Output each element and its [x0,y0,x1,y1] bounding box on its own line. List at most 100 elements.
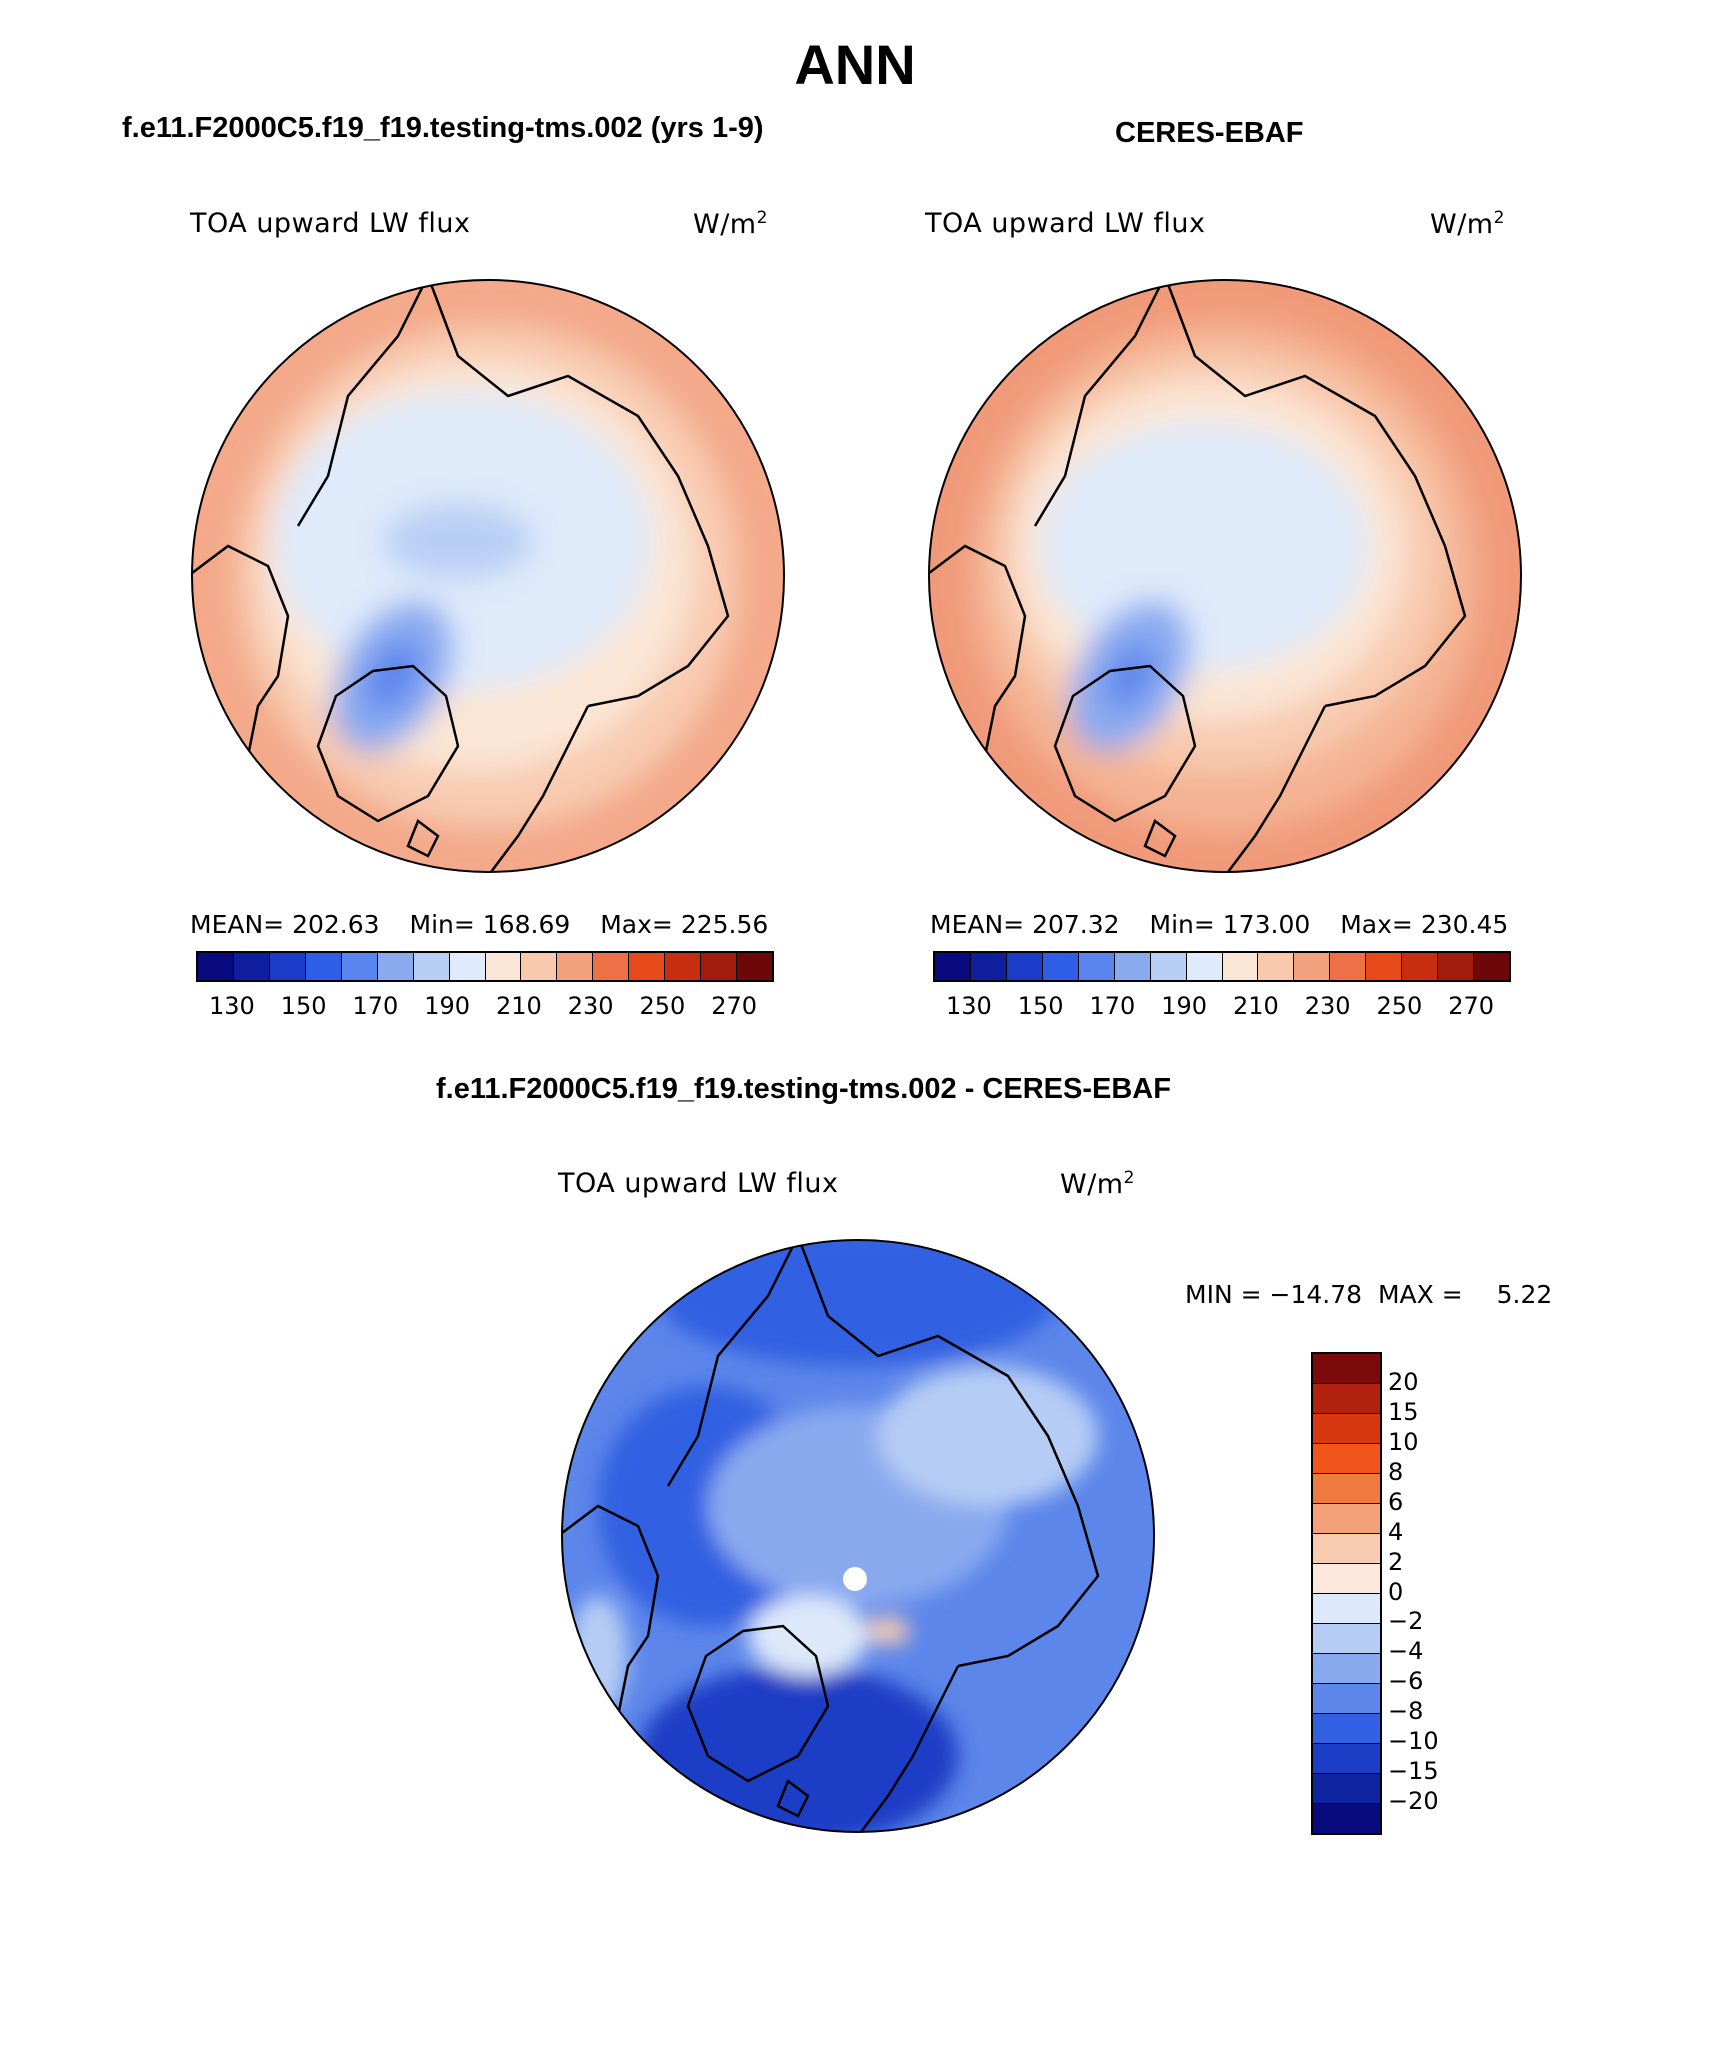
diff-colorbar-swatch [1313,1684,1380,1714]
diff-coast-iceland [776,1779,810,1818]
obs-case-title: CERES-EBAF [1115,117,1304,149]
obs-map-border [928,279,1522,873]
obs-field-greenland-core [1105,644,1155,708]
model-colorbar-swatch [701,953,738,980]
diff-field-greenland-bias [748,1596,868,1676]
obs-colorbar-swatch [1222,953,1259,980]
diff-max-label: MAX = [1377,1280,1463,1309]
model-coast-scandinavia [487,705,590,872]
obs-min-value: 173.00 [1222,910,1311,939]
model-colorbar-swatch [593,953,630,980]
model-colorbar-ticks: 130 150 170 190 210 230 250 270 [196,992,770,1022]
model-colorbar-swatch [341,953,378,980]
obs-colorbar-swatch [1114,953,1151,980]
diff-title: f.e11.F2000C5.f19_f19.testing-tms.002 - … [436,1073,1171,1105]
obs-coast-greenland [1053,664,1197,823]
diff-colorbar-tick-label: 15 [1388,1397,1419,1426]
obs-colorbar-swatch [1438,953,1475,980]
obs-colorbar-swatch [1402,953,1439,980]
obs-coast-eurasia [1163,280,1467,708]
obs-colorbar-swatch [1330,953,1367,980]
model-colorbar-swatch [521,953,558,980]
diff-field-siberia-bias [878,1366,1098,1506]
model-mean-value: 202.63 [292,910,380,939]
model-colorbar-swatch [485,953,522,980]
obs-colorbar [933,951,1511,982]
model-colorbar-tick-label: 170 [352,992,399,1020]
model-colorbar-swatch [557,953,594,980]
model-colorbar-swatch [737,953,772,980]
obs-colorbar-tick-label: 250 [1376,992,1423,1020]
model-colorbar-tick-label: 210 [495,992,542,1020]
diff-colorbar-swatch [1313,1504,1380,1534]
obs-mean-value: 207.32 [1032,910,1120,939]
diff-colorbar-ticks: 20 15 10 8 6 4 2 0 −2 −4 −6 −8 −10 −15 −20 [1388,1352,1468,1831]
obs-coast-scandinavia [1224,705,1327,872]
diff-field-positive-bias [866,1617,910,1645]
diff-coast-greenland [686,1624,830,1783]
diff-colorbar-tick-label: −2 [1388,1607,1424,1636]
diff-min-label: MIN = [1185,1280,1262,1309]
model-coast-eurasia [426,280,730,708]
diff-colorbar-tick-label: −20 [1388,1787,1439,1816]
model-colorbar-swatch [413,953,450,980]
obs-coast-alaska [1033,280,1167,527]
diff-coast-north-america [562,1504,660,1717]
model-min-value: 168.69 [482,910,571,939]
diff-coast-scandinavia [857,1665,960,1832]
diff-colorbar-tick-label: −8 [1388,1697,1424,1726]
obs-colorbar-swatch [1186,953,1223,980]
obs-min-label: Min= [1149,910,1215,939]
model-colorbar-swatch [377,953,414,980]
diff-colorbar-swatch [1313,1594,1380,1624]
obs-coast-iceland [1143,819,1177,858]
diff-map-border [561,1239,1155,1833]
model-polar-map [191,279,785,873]
model-units-exponent: 2 [756,208,768,228]
obs-colorbar-tick-label: 230 [1304,992,1351,1020]
diff-colorbar-swatch [1313,1624,1380,1654]
obs-variable-title: TOA upward LW flux [925,208,1206,239]
obs-polar-map [928,279,1522,873]
diff-colorbar-swatch [1313,1354,1380,1384]
model-colorbar-swatch [269,953,306,980]
obs-coastlines [929,280,1467,872]
obs-colorbar-swatch [1366,953,1403,980]
model-colorbar-swatch [305,953,342,980]
diff-colorbar-swatch [1313,1804,1380,1833]
diff-colorbar [1311,1352,1382,1835]
obs-colorbar-swatch [1258,953,1295,980]
diff-max-value: 5.22 [1496,1280,1553,1309]
model-colorbar-swatch [665,953,702,980]
diff-colorbar-tick-label: 0 [1388,1577,1404,1606]
obs-stats: MEAN= 207.32 Min= 173.00 Max= 230.45 [930,910,1508,939]
model-colorbar-swatch [629,953,666,980]
obs-units-exponent: 2 [1493,208,1505,228]
obs-colorbar-swatch [1042,953,1079,980]
diff-units: W/m2 [1060,1168,1135,1200]
model-variable-title: TOA upward LW flux [190,208,471,239]
model-colorbar-swatch [449,953,486,980]
diff-colorbar-swatch [1313,1774,1380,1804]
diff-stats: MIN = −14.78 MAX = 5.22 [1185,1280,1552,1309]
model-coast-alaska [296,280,430,527]
diff-colorbar-swatch [1313,1384,1380,1414]
diff-field-edge-bias [568,1596,628,1716]
obs-colorbar-swatch [1078,953,1115,980]
obs-colorbar-tick-label: 270 [1448,992,1495,1020]
diff-colorbar-tick-label: −6 [1388,1667,1424,1696]
diff-colorbar-tick-label: 4 [1388,1517,1404,1546]
diff-colorbar-swatch [1313,1534,1380,1564]
model-max-label: Max= [600,910,673,939]
model-colorbar-swatch [233,953,270,980]
obs-colorbar-ticks: 130 150 170 190 210 230 250 270 [933,992,1507,1022]
diff-colorbar-swatch [1313,1714,1380,1744]
model-coastlines [192,280,730,872]
obs-colorbar-tick-label: 170 [1089,992,1136,1020]
diff-coast-eurasia [796,1240,1100,1668]
model-units: W/m2 [693,208,768,240]
obs-colorbar-tick-label: 210 [1232,992,1279,1020]
diff-colorbar-swatch [1313,1414,1380,1444]
obs-mean-label: MEAN= [930,910,1025,939]
diff-coastlines [562,1240,1100,1832]
